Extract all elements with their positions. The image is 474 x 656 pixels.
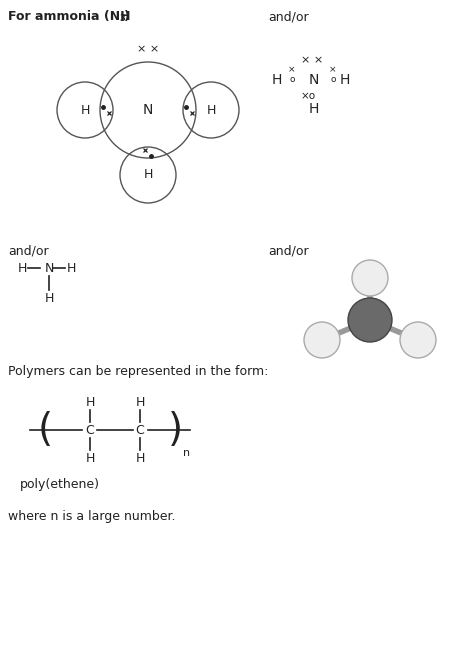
Text: ×: × <box>288 66 296 75</box>
Text: ): ) <box>167 411 182 449</box>
Text: C: C <box>136 424 145 436</box>
Text: (: ( <box>37 411 53 449</box>
Text: Polymers can be represented in the form:: Polymers can be represented in the form: <box>8 365 268 378</box>
Text: o: o <box>330 75 336 83</box>
Text: N: N <box>45 262 55 274</box>
Circle shape <box>304 322 340 358</box>
Circle shape <box>352 260 388 296</box>
Text: C: C <box>86 424 94 436</box>
Circle shape <box>400 322 436 358</box>
Text: For ammonia (NH: For ammonia (NH <box>8 10 130 23</box>
Text: H: H <box>135 396 145 409</box>
Text: H: H <box>85 451 95 464</box>
Text: H: H <box>80 104 90 117</box>
Text: and/or: and/or <box>8 245 49 258</box>
Text: o: o <box>289 75 295 83</box>
Text: and/or: and/or <box>268 245 309 258</box>
Text: H: H <box>45 291 55 304</box>
Text: H: H <box>135 451 145 464</box>
Circle shape <box>348 298 392 342</box>
Text: × ×: × × <box>301 55 323 65</box>
Text: 3: 3 <box>119 14 125 23</box>
Text: poly(ethene): poly(ethene) <box>20 478 100 491</box>
Text: ×: × <box>329 66 337 75</box>
Text: N: N <box>309 73 319 87</box>
Text: and/or: and/or <box>268 10 309 23</box>
Text: where n is a large number.: where n is a large number. <box>8 510 175 523</box>
Text: ): ) <box>124 10 130 23</box>
Text: H: H <box>18 262 27 274</box>
Text: H: H <box>143 169 153 182</box>
Text: H: H <box>67 262 76 274</box>
Text: H: H <box>206 104 216 117</box>
Text: × ×: × × <box>137 44 159 54</box>
Text: H: H <box>309 102 319 116</box>
Text: H: H <box>272 73 282 87</box>
Text: H: H <box>340 73 350 87</box>
Text: ×o: ×o <box>301 91 316 101</box>
Text: H: H <box>85 396 95 409</box>
Text: N: N <box>143 103 153 117</box>
Text: n: n <box>183 448 190 458</box>
